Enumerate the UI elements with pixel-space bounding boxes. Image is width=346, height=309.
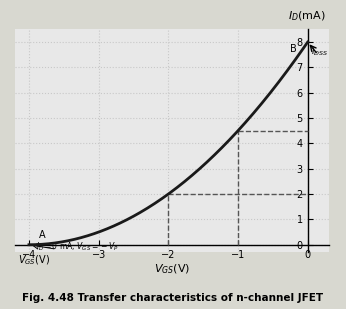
X-axis label: $V_{GS}$(V): $V_{GS}$(V) xyxy=(154,262,190,276)
Text: $I_{DSS}$: $I_{DSS}$ xyxy=(311,46,328,58)
Text: A: A xyxy=(39,231,46,240)
Text: Fig. 4.48 Transfer characteristics of n-channel JFET: Fig. 4.48 Transfer characteristics of n-… xyxy=(22,293,324,303)
Y-axis label: $I_D$(mA): $I_D$(mA) xyxy=(288,9,326,23)
Text: $I_D = 0$ mA, $V_{GS} = -V_P$: $I_D = 0$ mA, $V_{GS} = -V_P$ xyxy=(36,240,119,253)
Text: B: B xyxy=(290,44,297,54)
Text: $V_{GS}$(V): $V_{GS}$(V) xyxy=(18,254,51,267)
